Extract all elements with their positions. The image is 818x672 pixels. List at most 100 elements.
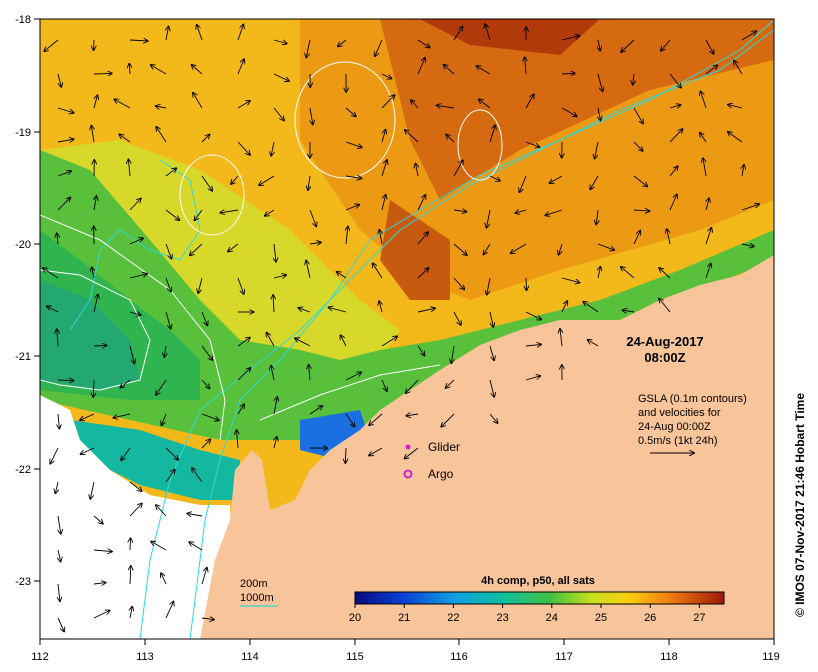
velocity-arrow xyxy=(661,39,671,51)
velocity-arrow xyxy=(669,129,683,143)
velocity-arrow xyxy=(237,338,250,347)
velocity-arrow xyxy=(489,413,498,423)
velocity-arrow xyxy=(93,295,98,313)
velocity-arrow xyxy=(417,58,425,75)
velocity-arrow xyxy=(165,447,178,460)
colorbar-title: 4h comp, p50, all sats xyxy=(481,575,595,587)
velocity-arrow xyxy=(437,105,455,108)
velocity-arrow xyxy=(590,175,599,189)
credit-label: © IMOS 07-Nov-2017 21:46 Hobart Time xyxy=(793,393,807,617)
velocity-arrow xyxy=(417,345,425,356)
velocity-arrow xyxy=(741,31,756,41)
lon-axis: 112 113 114 115 116 117 118 119 xyxy=(31,639,780,663)
velocity-arrow xyxy=(525,57,526,75)
colorbar-tick-label: 23 xyxy=(496,612,508,624)
velocity-arrow xyxy=(93,73,112,74)
velocity-arrow xyxy=(633,141,643,151)
velocity-arrow xyxy=(44,39,59,51)
velocity-arrow xyxy=(271,141,274,156)
velocity-arrow xyxy=(92,267,94,279)
velocity-arrow xyxy=(57,107,74,113)
colorbar-tick-label: 22 xyxy=(447,612,459,624)
velocity-arrow xyxy=(345,413,355,427)
velocity-arrow xyxy=(187,514,203,517)
velocity-arrow xyxy=(446,135,455,143)
lon-tick: 114 xyxy=(241,651,259,663)
velocity-arrow xyxy=(164,345,166,357)
velocity-arrows xyxy=(43,24,759,631)
velocity-arrow xyxy=(623,310,635,312)
velocity-arrow xyxy=(90,481,95,499)
velocity-arrow xyxy=(237,59,244,75)
velocity-arrow xyxy=(57,73,61,87)
velocity-arrow xyxy=(728,132,743,143)
velocity-arrow xyxy=(453,210,466,212)
velocity-arrow xyxy=(237,101,250,109)
velocity-arrow xyxy=(550,175,563,183)
velocity-arrow xyxy=(667,229,671,245)
velocity-arrow xyxy=(561,107,577,116)
velocity-arrow xyxy=(228,243,239,252)
velocity-arrow xyxy=(484,243,491,255)
velocity-arrow xyxy=(91,126,94,143)
velocity-arrow xyxy=(381,195,386,211)
velocity-arrow xyxy=(519,175,527,192)
velocity-arrow xyxy=(381,130,386,143)
velocity-arrow xyxy=(669,166,678,177)
velocity-arrow xyxy=(273,73,289,81)
velocity-arrow xyxy=(441,413,455,427)
velocity-arrow xyxy=(596,209,598,224)
velocity-arrow xyxy=(129,504,142,517)
velocity-arrow xyxy=(259,175,275,185)
velocity-arrow xyxy=(373,263,383,279)
velocity-arrow xyxy=(597,73,603,91)
velocity-arrow xyxy=(129,345,134,363)
velocity-arrow xyxy=(201,175,212,191)
velocity-arrow xyxy=(598,107,601,120)
velocity-arrow xyxy=(237,25,243,41)
velocity-arrow xyxy=(129,64,130,75)
velocity-arrow xyxy=(705,264,711,279)
velocity-arrow xyxy=(267,333,275,347)
velocity-arrow xyxy=(58,549,61,562)
velocity-arrow xyxy=(308,175,310,190)
velocity-arrow xyxy=(151,65,167,75)
velocity-arrow xyxy=(633,175,647,186)
velocity-arrow xyxy=(58,515,61,534)
velocity-arrow xyxy=(525,94,534,109)
velocity-arrow xyxy=(220,210,239,213)
velocity-arrow xyxy=(633,231,640,245)
colorbar-tick-label: 21 xyxy=(398,612,410,624)
velocity-arrow xyxy=(345,176,362,178)
velocity-arrow xyxy=(80,413,95,420)
velocity-arrow xyxy=(485,24,491,41)
velocity-arrow xyxy=(198,277,203,293)
velocity-arrow xyxy=(345,107,356,116)
velocity-arrow xyxy=(165,277,171,292)
velocity-arrow xyxy=(237,430,239,449)
lat-tick: -22 xyxy=(15,464,31,476)
lon-tick: 119 xyxy=(762,651,780,663)
velocity-arrow xyxy=(57,171,71,177)
velocity-arrow xyxy=(306,39,311,58)
velocity-arrow xyxy=(525,141,539,147)
velocity-arrow xyxy=(201,439,210,449)
velocity-arrow xyxy=(560,329,562,347)
velocity-arrow xyxy=(561,277,579,283)
velocity-arrow xyxy=(57,329,58,347)
velocity-arrow xyxy=(703,158,707,177)
velocity-arrow xyxy=(58,413,59,429)
isobath-200-label: 200m xyxy=(240,578,268,590)
velocity-arrow xyxy=(128,160,130,177)
velocity-arrow xyxy=(162,413,167,425)
velocity-arrow xyxy=(633,210,649,211)
velocity-arrow xyxy=(50,447,59,464)
velocity-arrow xyxy=(129,481,142,491)
velocity-arrow xyxy=(165,602,174,619)
velocity-arrow xyxy=(156,106,167,108)
velocity-arrow xyxy=(489,125,495,143)
lon-tick: 116 xyxy=(450,651,468,663)
velocity-arrow xyxy=(453,160,463,177)
velocity-arrow xyxy=(701,91,707,109)
